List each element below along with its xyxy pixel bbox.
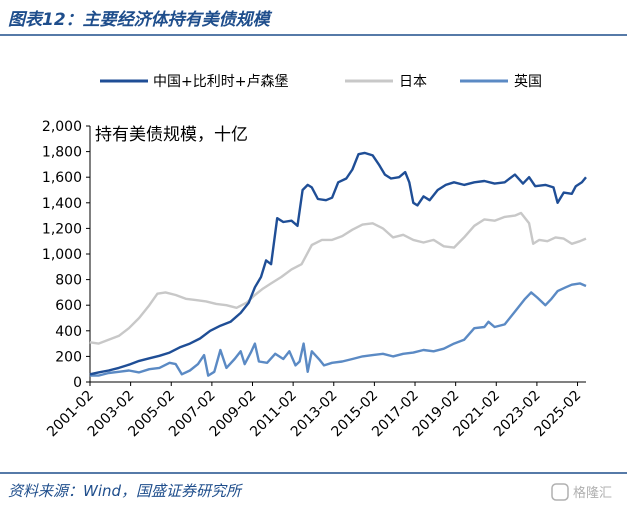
y-tick-label: 1,800 (42, 145, 82, 161)
watermark-text: 格隆汇 (573, 485, 612, 501)
unit-label: 持有美债规模，十亿 (95, 125, 248, 145)
y-tick-label: 1,600 (42, 170, 82, 186)
chart-legend: 中国+比利时+卢森堡 日本 英国 (100, 73, 542, 90)
y-axis-ticks: 0 200 400 600 800 1,000 1,200 1,400 1,600 1,800 2,… (42, 119, 90, 391)
y-tick-label: 400 (55, 324, 82, 340)
series-line-china-belgium-luxembourg (89, 151, 587, 376)
y-tick-label: 0 (73, 375, 82, 391)
legend-label-uk: 英国 (514, 73, 542, 90)
y-tick-label: 1,200 (42, 221, 82, 237)
y-tick-label: 1,000 (42, 247, 82, 263)
watermark-logo-icon (551, 483, 569, 501)
y-tick-label: 600 (55, 298, 82, 314)
series-layer (89, 151, 587, 377)
legend-label-japan: 日本 (399, 74, 427, 90)
figure-title: 图表12：主要经济体持有美债规模 (8, 10, 273, 30)
series-line-uk (89, 282, 587, 377)
source-note: 资料来源：Wind，国盛证券研究所 (8, 482, 243, 500)
watermark: 格隆汇 (551, 483, 612, 501)
series-line-japan (89, 211, 587, 345)
x-axis-ticks: 2001-022003-022005-022007-022009-022011-… (44, 382, 584, 440)
y-tick-label: 200 (55, 349, 82, 365)
y-tick-label: 1,400 (42, 196, 82, 212)
y-tick-label: 2,000 (42, 119, 82, 135)
y-tick-label: 800 (55, 273, 82, 289)
plot-area: 0 200 400 600 800 1,000 1,200 1,400 1,600 1,800 2,… (42, 119, 587, 440)
legend-label-china: 中国+比利时+卢森堡 (153, 74, 288, 90)
